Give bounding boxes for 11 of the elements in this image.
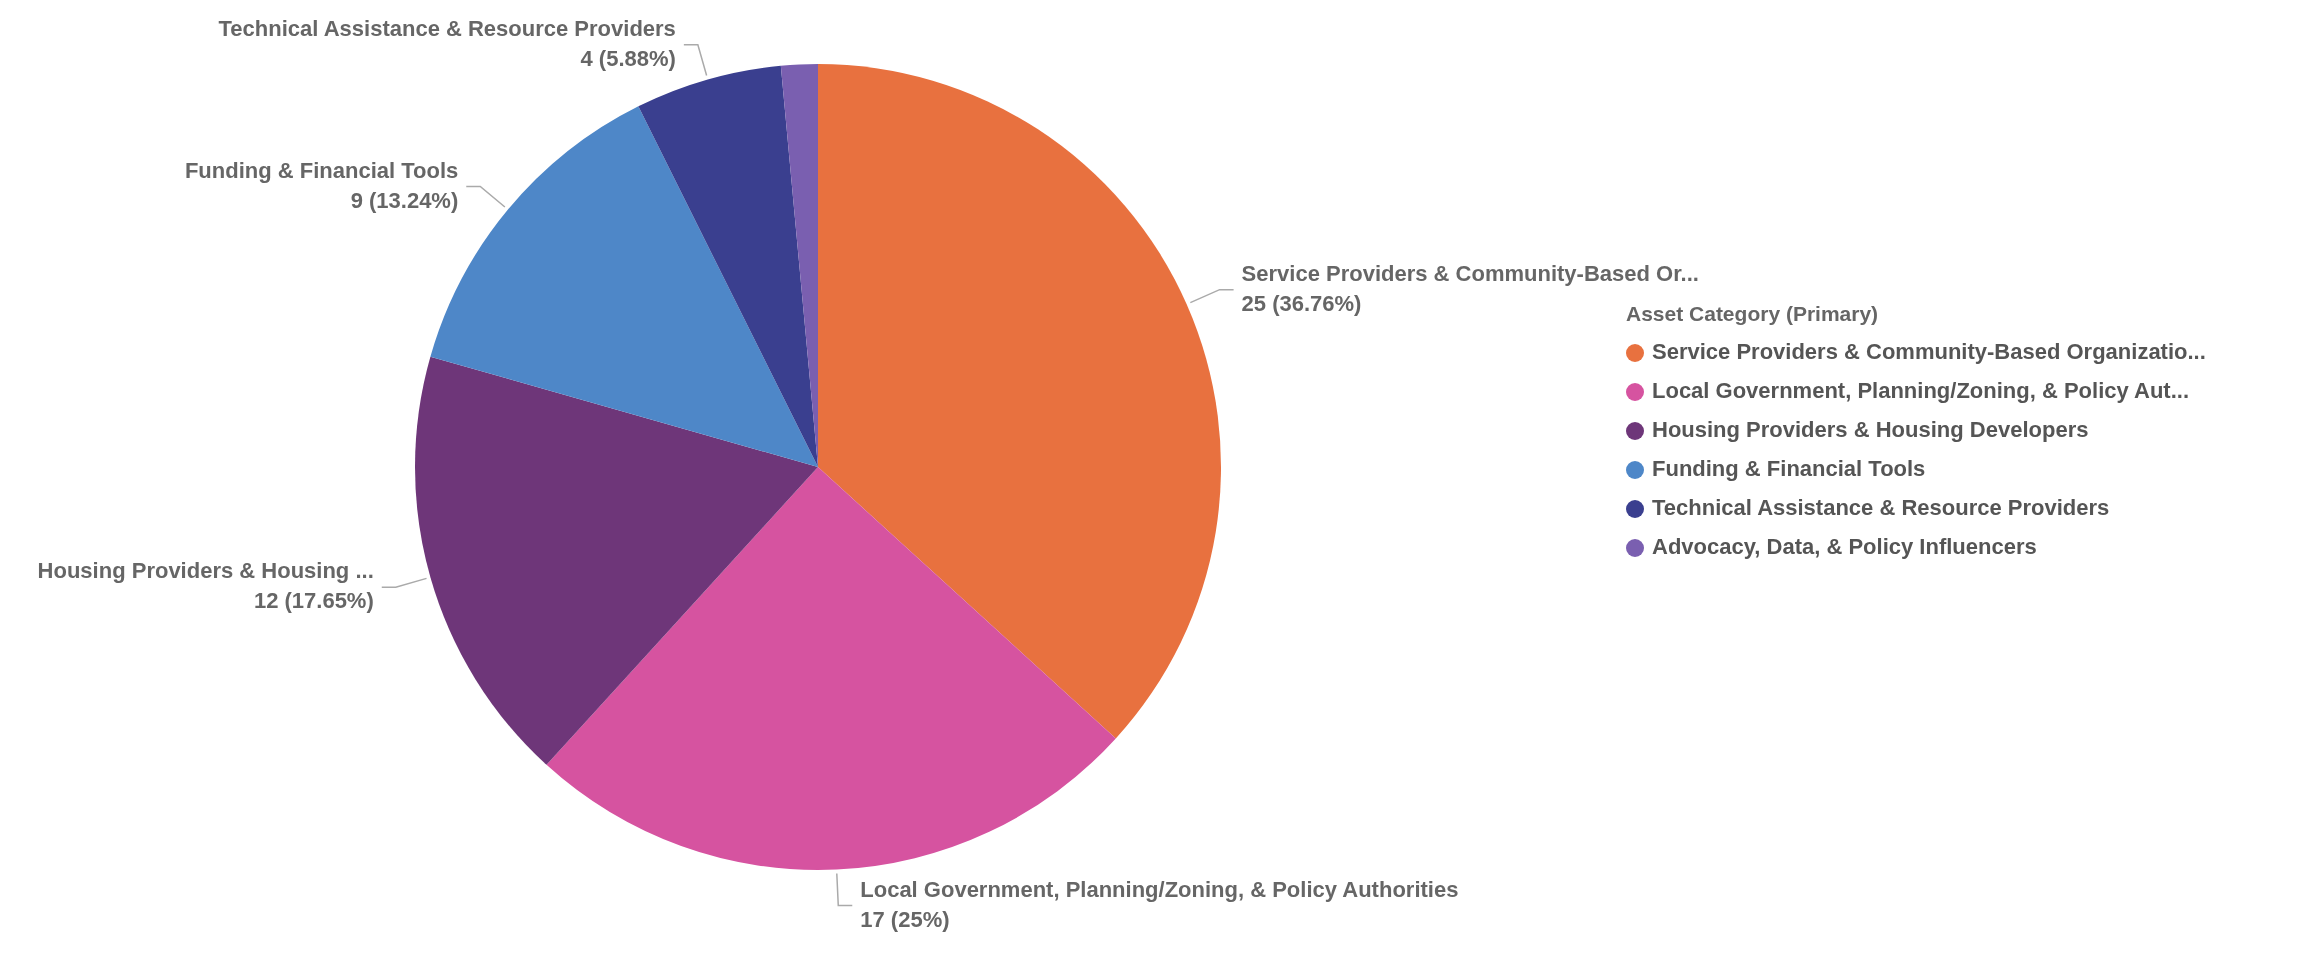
legend-title: Asset Category (Primary) <box>1626 301 1879 325</box>
data-label: Funding & Financial Tools 9 (13.24%) <box>184 157 459 213</box>
legend-label: Local Government, Planning/Zoning, & Policy Aut... <box>1652 378 2190 404</box>
legend-label: Housing Providers & Housing Developers <box>1652 417 2089 443</box>
data-label: Technical Assistance & Resource Providers 4 (5.88%) <box>218 15 676 71</box>
legend-label: Advocacy, Data, & Policy Influencers <box>1652 534 2037 560</box>
legend-label: Technical Assistance & Resource Providers <box>1652 495 2110 521</box>
data-label: Local Government, Planning/Zoning, & Policy Authorities 17 (25%) <box>860 876 1459 932</box>
data-label: Housing Providers & Housing ... 12 (17.65%) <box>37 558 374 614</box>
legend-label: Service Providers & Community-Based Organizatio... <box>1652 339 2206 365</box>
legend-label: Funding & Financial Tools <box>1652 456 1926 482</box>
